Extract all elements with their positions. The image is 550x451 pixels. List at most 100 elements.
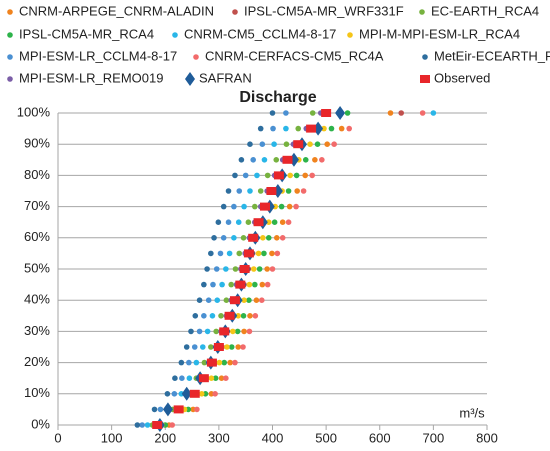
point bbox=[257, 125, 264, 132]
point bbox=[246, 297, 252, 304]
point bbox=[261, 157, 268, 163]
point bbox=[246, 328, 253, 335]
legend-label: IPSL-CM5A-MR_WRF331F bbox=[244, 3, 404, 18]
point bbox=[221, 359, 228, 366]
point bbox=[196, 297, 203, 304]
point bbox=[216, 359, 223, 366]
x-tick-label: 600 bbox=[369, 430, 391, 445]
point bbox=[236, 188, 243, 194]
point bbox=[256, 266, 263, 272]
point bbox=[205, 297, 212, 304]
point bbox=[189, 389, 200, 398]
point bbox=[235, 313, 241, 319]
point bbox=[259, 281, 266, 288]
point bbox=[302, 172, 309, 179]
point bbox=[293, 203, 299, 210]
point bbox=[265, 219, 272, 225]
point bbox=[186, 375, 193, 382]
legend-marker bbox=[193, 54, 199, 60]
point bbox=[192, 313, 199, 319]
point bbox=[324, 141, 330, 147]
point bbox=[209, 313, 216, 319]
y-tick-label: 0% bbox=[31, 416, 50, 431]
point bbox=[236, 250, 243, 257]
point bbox=[214, 297, 221, 304]
x-tick-label: 300 bbox=[208, 430, 230, 445]
point bbox=[243, 249, 254, 258]
point bbox=[232, 266, 239, 272]
point bbox=[139, 422, 145, 428]
point bbox=[419, 110, 426, 116]
point bbox=[241, 328, 247, 335]
point bbox=[223, 297, 230, 304]
point bbox=[283, 125, 289, 132]
point bbox=[219, 281, 225, 288]
point bbox=[255, 250, 262, 257]
point bbox=[338, 125, 345, 132]
point bbox=[208, 375, 215, 382]
point bbox=[217, 250, 224, 257]
legend-marker bbox=[7, 76, 13, 82]
legend-label: CNRM-CM5_CCLM4-8-17 bbox=[184, 26, 336, 41]
point bbox=[293, 140, 304, 149]
point bbox=[273, 157, 280, 163]
point bbox=[252, 281, 258, 288]
point bbox=[260, 235, 266, 241]
point bbox=[224, 311, 235, 320]
legend-marker bbox=[172, 32, 178, 38]
x-tick-label: 800 bbox=[476, 430, 498, 445]
point bbox=[294, 188, 300, 194]
point bbox=[258, 297, 265, 304]
point bbox=[319, 157, 325, 163]
point bbox=[241, 297, 247, 304]
point bbox=[198, 374, 209, 383]
point bbox=[344, 110, 351, 116]
point bbox=[235, 344, 241, 350]
point bbox=[269, 266, 276, 272]
point bbox=[204, 328, 211, 335]
point bbox=[302, 157, 309, 163]
point bbox=[264, 266, 270, 272]
point bbox=[151, 406, 158, 413]
point bbox=[285, 219, 292, 225]
point bbox=[309, 172, 315, 179]
point bbox=[241, 203, 247, 210]
point bbox=[253, 218, 264, 227]
point bbox=[283, 141, 290, 147]
legend-marker bbox=[420, 75, 430, 83]
point bbox=[312, 157, 318, 163]
point bbox=[206, 358, 217, 367]
point bbox=[196, 328, 203, 335]
chart-title: Discharge bbox=[239, 89, 316, 106]
point bbox=[231, 203, 237, 210]
point bbox=[282, 155, 293, 164]
point bbox=[194, 406, 200, 413]
point bbox=[208, 250, 214, 257]
y-tick-label: 90% bbox=[24, 136, 50, 151]
point bbox=[169, 422, 176, 428]
point bbox=[240, 235, 247, 241]
point bbox=[198, 391, 205, 397]
point bbox=[265, 235, 272, 241]
point bbox=[306, 124, 317, 133]
point bbox=[218, 375, 225, 382]
point bbox=[242, 172, 249, 179]
point bbox=[204, 266, 210, 272]
x-tick-label: 400 bbox=[262, 430, 284, 445]
point bbox=[188, 328, 194, 335]
legend-marker bbox=[419, 9, 425, 15]
legend-label: MetEir-ECEARTH_RACMO22E bbox=[434, 48, 550, 63]
point bbox=[274, 250, 281, 257]
point bbox=[278, 203, 285, 210]
point bbox=[235, 219, 242, 225]
point bbox=[234, 328, 241, 335]
point bbox=[231, 235, 237, 241]
legend-label: SAFRAN bbox=[199, 70, 252, 85]
point bbox=[247, 313, 253, 319]
point bbox=[232, 359, 238, 366]
y-tick-label: 50% bbox=[24, 260, 50, 275]
point bbox=[223, 375, 229, 382]
point bbox=[240, 313, 247, 319]
point bbox=[248, 233, 259, 242]
